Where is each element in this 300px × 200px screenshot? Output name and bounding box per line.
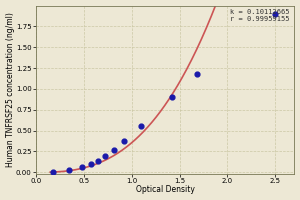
Point: [67, 168, 72, 171]
Point: [89, 162, 94, 165]
Point: [139, 125, 144, 128]
Point: [194, 72, 199, 75]
Point: [80, 166, 84, 169]
Point: [102, 155, 107, 158]
Point: [112, 148, 117, 151]
Text: k = 0.10112665
r = 0.99959155: k = 0.10112665 r = 0.99959155: [230, 9, 289, 22]
Point: [122, 140, 126, 143]
Point: [96, 159, 100, 162]
Y-axis label: Human TNFRSF25 concentration (ng/ml): Human TNFRSF25 concentration (ng/ml): [6, 12, 15, 167]
Point: [273, 12, 278, 15]
X-axis label: Optical Density: Optical Density: [136, 185, 195, 194]
Point: [169, 96, 174, 99]
Point: [51, 171, 56, 174]
